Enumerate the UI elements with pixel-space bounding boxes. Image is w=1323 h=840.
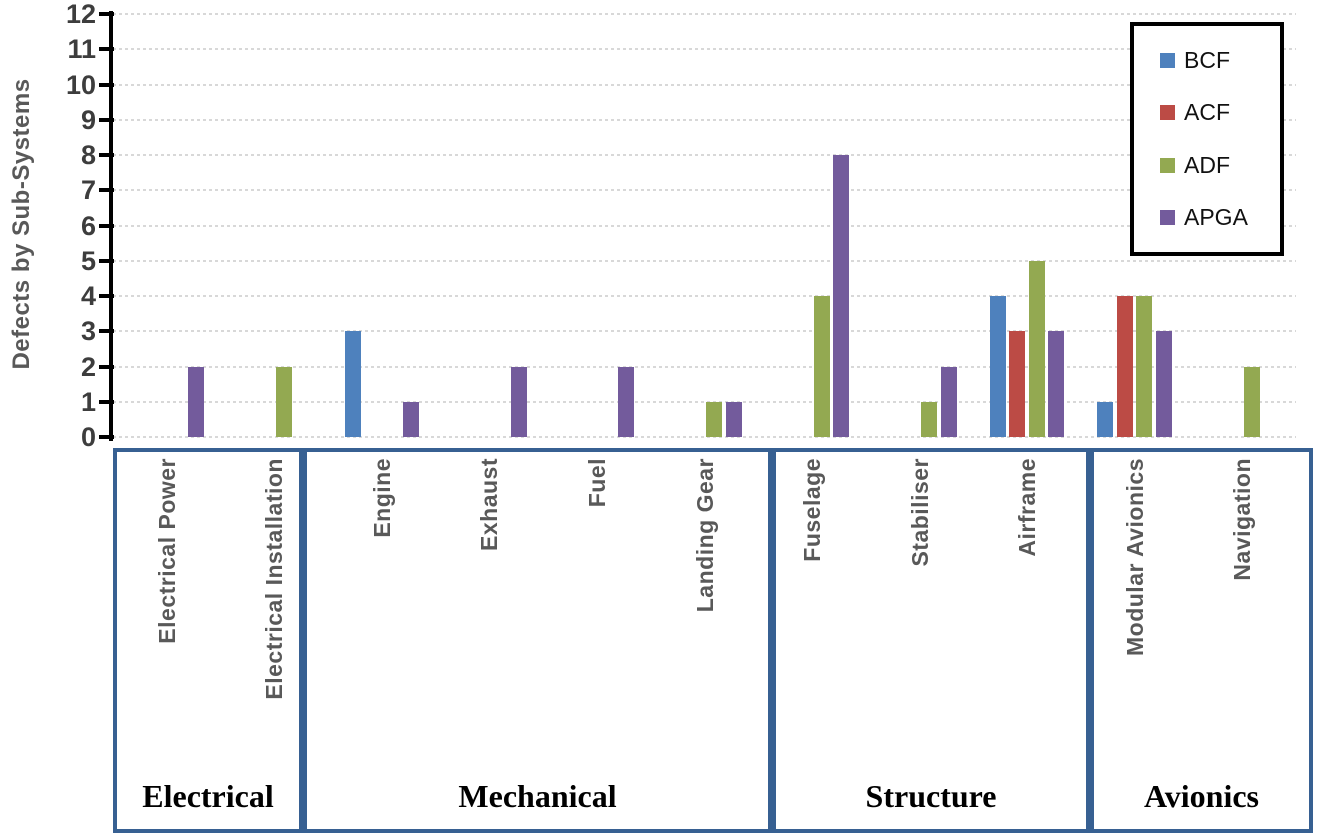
- gridline: [113, 400, 1296, 403]
- bar-apga-6: [833, 155, 850, 437]
- y-axis-tick: [99, 435, 114, 439]
- bar-apga-4: [618, 366, 635, 437]
- bar-apga-9: [1155, 331, 1172, 437]
- y-tick-label: 2: [80, 351, 96, 382]
- group-box-mechanical: [303, 448, 772, 833]
- y-tick-label: 10: [65, 69, 96, 100]
- plot-area: [113, 13, 1296, 438]
- legend-swatch-icon: [1160, 52, 1175, 68]
- y-tick-label: 3: [80, 316, 96, 347]
- y-tick-label: 12: [65, 0, 96, 29]
- bar-apga-5: [725, 401, 742, 437]
- bar-apga-8: [1048, 331, 1065, 437]
- bar-adf-1: [276, 366, 293, 437]
- legend-item-adf: ADF: [1160, 152, 1280, 179]
- legend-swatch-icon: [1160, 105, 1175, 121]
- gridline: [113, 259, 1296, 262]
- category-label: Engine: [368, 458, 395, 538]
- group-title: Avionics: [1144, 778, 1259, 814]
- gridline: [113, 189, 1296, 192]
- gridline: [113, 224, 1296, 227]
- y-tick-label: 6: [80, 210, 96, 241]
- category-label: Fuselage: [799, 458, 826, 562]
- gridline: [113, 118, 1296, 121]
- group-box-structure: [772, 448, 1090, 833]
- legend-label: BCF: [1184, 46, 1230, 73]
- y-axis-tick: [99, 117, 114, 122]
- bar-adf-8: [1028, 260, 1045, 437]
- y-axis-title: Defects by Sub-Systems: [8, 78, 35, 370]
- y-tick-label: 8: [80, 140, 96, 170]
- bar-adf-5: [706, 401, 723, 437]
- bar-acf-8: [1009, 331, 1026, 437]
- category-label: Navigation: [1229, 458, 1256, 581]
- category-label: Stabiliser: [906, 458, 933, 567]
- category-label: Fuel: [583, 458, 610, 508]
- bar-bcf-9: [1097, 401, 1114, 437]
- legend-item-acf: ACF: [1160, 99, 1280, 126]
- bar-apga-7: [940, 366, 957, 437]
- legend-swatch-icon: [1160, 157, 1175, 173]
- category-label: Airframe: [1014, 458, 1041, 557]
- group-title: Electrical: [142, 778, 274, 814]
- y-axis-tick: [99, 47, 114, 52]
- bar-adf-10: [1243, 366, 1260, 437]
- y-tick-label: 1: [80, 386, 96, 417]
- category-label: Landing Gear: [691, 458, 718, 613]
- y-axis-tick: [99, 188, 114, 193]
- gridline: [113, 154, 1296, 156]
- legend-item-bcf: BCF: [1160, 47, 1280, 74]
- y-tick-label: 0: [80, 422, 96, 452]
- category-label: Exhaust: [476, 458, 503, 551]
- group-title: Mechanical: [458, 778, 617, 814]
- bar-bcf-2: [344, 331, 361, 437]
- bar-acf-9: [1116, 296, 1133, 437]
- bar-apga-3: [510, 366, 527, 437]
- category-label: Modular Avionics: [1121, 458, 1148, 656]
- bar-adf-7: [921, 401, 938, 437]
- y-tick-label: 7: [80, 175, 96, 206]
- bar-adf-9: [1136, 296, 1153, 437]
- bar-apga-2: [403, 401, 420, 437]
- gridline: [113, 365, 1296, 368]
- y-axis-tick: [99, 12, 114, 16]
- gridline: [113, 48, 1296, 51]
- legend-item-apga: APGA: [1160, 204, 1280, 231]
- gridline: [113, 13, 1296, 15]
- group-box-avionics: [1090, 448, 1313, 833]
- category-label: Electrical Installation: [261, 458, 288, 700]
- y-axis-tick: [99, 82, 114, 87]
- y-axis-tick: [99, 258, 114, 263]
- bar-apga-0: [188, 366, 205, 437]
- y-tick-label: 4: [80, 281, 96, 311]
- y-axis-tick: [99, 399, 114, 404]
- y-tick-label: 11: [67, 34, 96, 65]
- category-label: Electrical Power: [153, 458, 180, 644]
- gridline: [113, 436, 1296, 438]
- gridline: [113, 295, 1296, 297]
- legend-label: ACF: [1184, 99, 1230, 126]
- gridline: [113, 330, 1296, 333]
- y-tick-label: 5: [80, 245, 96, 276]
- legend-label: APGA: [1184, 204, 1248, 231]
- y-axis-tick: [99, 153, 114, 157]
- category-axis-groups: Electrical Mechanical Structure Avionics: [0, 448, 1323, 833]
- group-title: Structure: [865, 778, 997, 814]
- y-axis-tick: [99, 364, 114, 369]
- y-axis-tick: [99, 223, 114, 228]
- legend-label: ADF: [1184, 151, 1230, 178]
- y-tick-label: 9: [80, 104, 96, 135]
- group-box-electrical: [113, 448, 303, 833]
- legend-swatch-icon: [1160, 210, 1175, 226]
- legend: BCF ACF ADF APGA: [1130, 22, 1284, 256]
- y-axis-tick: [99, 294, 114, 298]
- bar-bcf-8: [989, 296, 1006, 437]
- bar-adf-6: [813, 296, 830, 437]
- gridline: [113, 83, 1296, 86]
- y-axis-tick: [99, 329, 114, 334]
